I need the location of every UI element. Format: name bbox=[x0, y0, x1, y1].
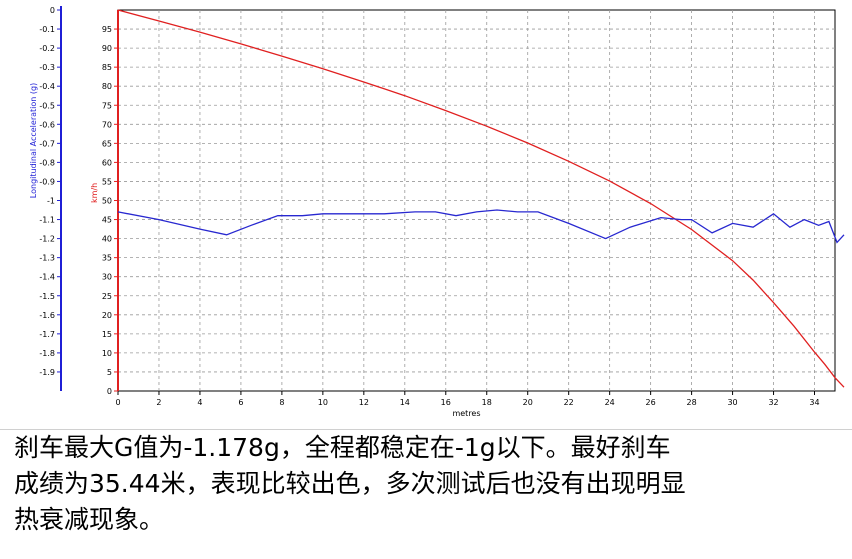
left-tick-label: -1.4 bbox=[39, 273, 55, 282]
speed-tick-label: 35 bbox=[102, 254, 112, 263]
series-layer bbox=[117, 9, 845, 388]
speed-tick-label: 70 bbox=[102, 120, 112, 129]
speed-line bbox=[117, 9, 845, 388]
left-tick-label: -0.6 bbox=[39, 120, 55, 129]
left-tick-label: -1.7 bbox=[39, 330, 55, 339]
speed-tick-label: 25 bbox=[102, 292, 112, 301]
x-tick-label: 12 bbox=[359, 398, 369, 407]
left-tick-label: -1 bbox=[47, 197, 55, 206]
x-tick-label: 32 bbox=[768, 398, 778, 407]
left-tick-label: -1.8 bbox=[39, 349, 55, 358]
speed-tick-label: 55 bbox=[102, 177, 112, 186]
speed-tick-label: 10 bbox=[102, 349, 112, 358]
left-tick-label: -0.4 bbox=[39, 82, 55, 91]
x-tick-label: 4 bbox=[197, 398, 202, 407]
x-tick-label: 22 bbox=[564, 398, 574, 407]
acceleration-line bbox=[117, 209, 845, 244]
left-tick-label: -0.5 bbox=[39, 101, 55, 110]
x-tick-label: 18 bbox=[482, 398, 492, 407]
left-tick-label: -1.2 bbox=[39, 235, 55, 244]
x-tick-label: 14 bbox=[400, 398, 410, 407]
speed-tick-label: 65 bbox=[102, 139, 112, 148]
left-axis-label: Longitudinal Acceleration (g) bbox=[29, 83, 38, 198]
caption-text: 刹车最大G值为-1.178g，全程都稳定在-1g以下。最好刹车 成绩为35.44… bbox=[14, 430, 844, 538]
speed-axis-label: km/h bbox=[90, 183, 99, 203]
label-layer: 0 2 4 6 8 10 12 14 16 18 20 22 24 26 28 30 32 34metres0-0… bbox=[29, 6, 820, 418]
speed-tick-label: 85 bbox=[102, 63, 112, 72]
speed-tick-label: 80 bbox=[102, 82, 112, 91]
caption-line-1: 刹车最大G值为-1.178g，全程都稳定在-1g以下。最好刹车 bbox=[14, 433, 671, 462]
speed-tick-label: 5 bbox=[107, 368, 112, 377]
speed-tick-label: 0 bbox=[107, 387, 112, 396]
x-tick-label: 6 bbox=[238, 398, 243, 407]
left-tick-label: 0 bbox=[50, 6, 55, 15]
x-tick-label: 8 bbox=[279, 398, 284, 407]
left-tick-label: -1.6 bbox=[39, 311, 55, 320]
left-tick-label: -0.3 bbox=[39, 63, 55, 72]
speed-tick-label: 30 bbox=[102, 273, 112, 282]
left-tick-label: -1.9 bbox=[39, 368, 55, 377]
speed-tick-label: 95 bbox=[102, 25, 112, 34]
caption-line-2: 成绩为35.44米，表现比较出色，多次测试后也没有出现明显 bbox=[14, 469, 686, 498]
speed-tick-label: 60 bbox=[102, 158, 112, 167]
speed-tick-label: 40 bbox=[102, 235, 112, 244]
axis-layer bbox=[57, 6, 816, 395]
x-tick-label: 20 bbox=[523, 398, 533, 407]
speed-tick-label: 15 bbox=[102, 330, 112, 339]
left-tick-label: -1.3 bbox=[39, 254, 55, 263]
left-tick-label: -1.5 bbox=[39, 292, 55, 301]
left-tick-label: -0.7 bbox=[39, 139, 55, 148]
left-tick-label: -0.1 bbox=[39, 25, 55, 34]
x-tick-label: 26 bbox=[646, 398, 656, 407]
x-tick-label: 28 bbox=[687, 398, 697, 407]
caption-line-3: 热衰减现象。 bbox=[14, 505, 165, 534]
x-tick-label: 2 bbox=[156, 398, 161, 407]
left-tick-label: -0.8 bbox=[39, 158, 55, 167]
left-tick-label: -1.1 bbox=[39, 216, 55, 225]
x-tick-label: 10 bbox=[318, 398, 328, 407]
x-axis-label: metres bbox=[452, 409, 480, 418]
x-tick-label: 30 bbox=[727, 398, 737, 407]
x-tick-label: 16 bbox=[441, 398, 451, 407]
speed-tick-label: 90 bbox=[102, 44, 112, 53]
speed-tick-label: 75 bbox=[102, 101, 112, 110]
x-tick-label: 34 bbox=[809, 398, 819, 407]
speed-tick-label: 20 bbox=[102, 311, 112, 320]
left-tick-label: -0.9 bbox=[39, 177, 55, 186]
grid-layer bbox=[117, 9, 836, 392]
caption-divider bbox=[0, 429, 852, 430]
speed-tick-label: 50 bbox=[102, 197, 112, 206]
braking-chart: 0 2 4 6 8 10 12 14 16 18 20 22 24 26 28 30 32 34 metres 0 -0… bbox=[29, 6, 845, 418]
chart-canvas: 0 2 4 6 8 10 12 14 16 18 20 22 24 26 28 30 32 34metres0-0… bbox=[29, 6, 845, 418]
left-tick-label: -0.2 bbox=[39, 44, 55, 53]
speed-tick-label: 45 bbox=[102, 216, 112, 225]
x-tick-label: 24 bbox=[605, 398, 615, 407]
x-tick-label: 0 bbox=[115, 398, 120, 407]
plot-frame bbox=[117, 9, 836, 392]
